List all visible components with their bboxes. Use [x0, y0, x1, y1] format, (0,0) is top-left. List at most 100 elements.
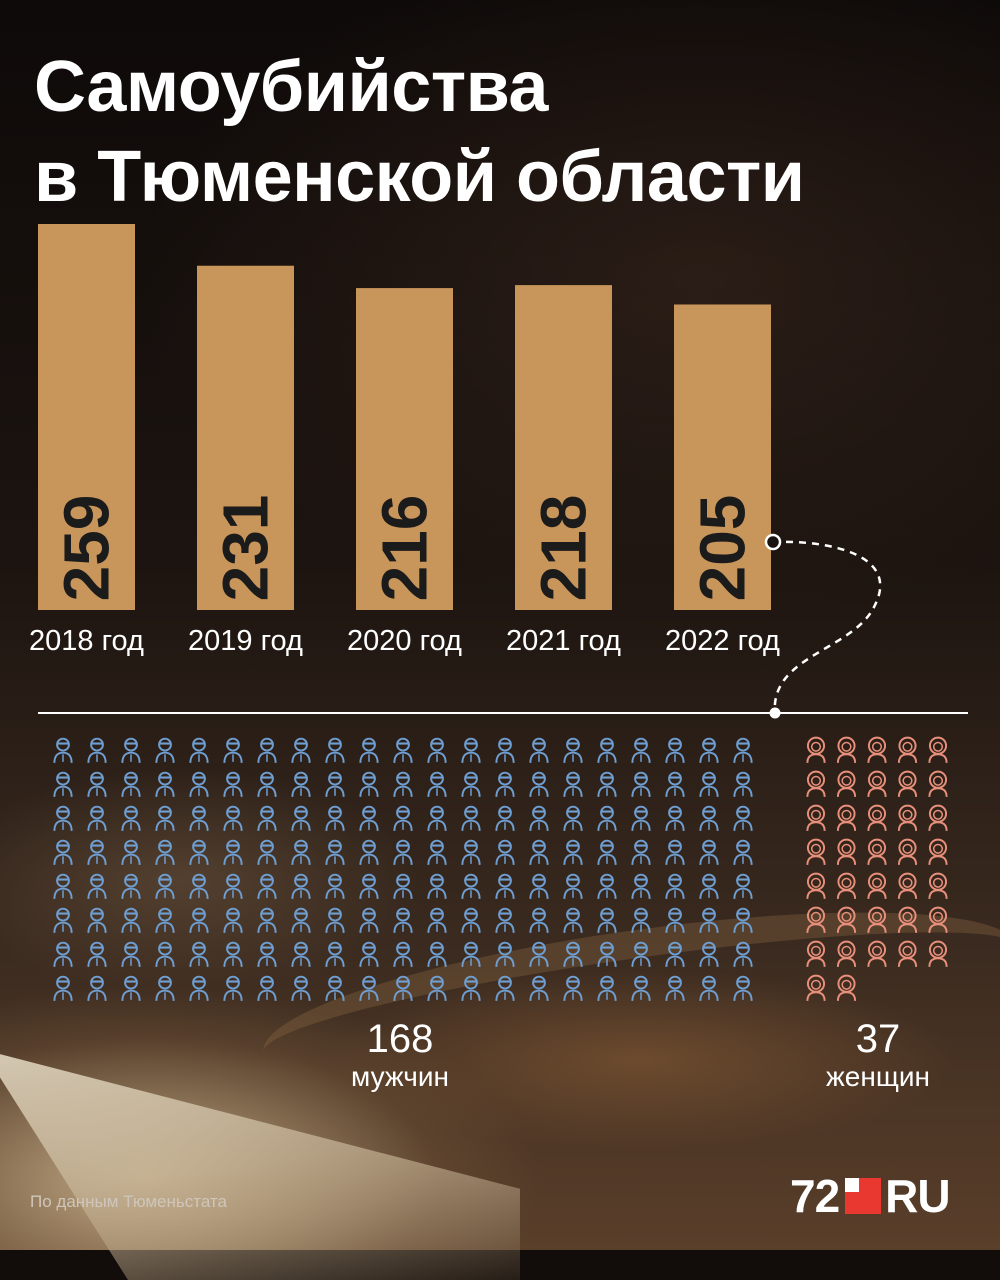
man-icon [665, 737, 685, 764]
woman-icon [836, 974, 857, 1002]
man-icon [121, 907, 141, 934]
man-icon [87, 941, 107, 968]
man-icon [359, 873, 379, 900]
man-icon [563, 941, 583, 968]
man-icon [291, 737, 311, 764]
dashed-connector [772, 540, 882, 714]
man-icon [189, 941, 209, 968]
woman-icon [897, 736, 918, 764]
x-tick-label: 2022 год [665, 625, 780, 657]
man-icon [631, 805, 651, 832]
man-icon [359, 771, 379, 798]
man-icon [291, 975, 311, 1002]
man-icon [495, 873, 515, 900]
man-icon [223, 873, 243, 900]
man-icon [733, 805, 753, 832]
man-icon [461, 975, 481, 1002]
man-icon [257, 975, 277, 1002]
bar-2022 [674, 304, 771, 610]
man-icon [223, 805, 243, 832]
background-photo [0, 0, 1000, 1250]
man-icon [699, 737, 719, 764]
men-count: 168 [367, 1017, 434, 1061]
woman-icon [806, 940, 826, 968]
man-icon [189, 873, 209, 900]
bar-value-label: 259 [51, 495, 123, 602]
x-tick-label: 2020 год [347, 625, 462, 657]
man-icon [631, 941, 651, 968]
man-icon [563, 975, 583, 1002]
man-icon [53, 873, 73, 900]
man-icon [257, 873, 277, 900]
man-icon [665, 771, 685, 798]
man-icon [257, 771, 277, 798]
man-icon [427, 805, 447, 832]
woman-icon [806, 906, 826, 934]
man-icon [87, 771, 107, 798]
man-icon [733, 839, 753, 866]
man-icon [291, 907, 311, 934]
woman-icon [806, 736, 826, 764]
woman-icon [928, 906, 948, 934]
bar-value-label: 216 [369, 495, 441, 602]
man-icon [121, 839, 141, 866]
man-icon [325, 771, 345, 798]
man-icon [155, 941, 175, 968]
woman-icon [806, 872, 826, 900]
man-icon [733, 771, 753, 798]
man-icon [223, 941, 243, 968]
man-icon [325, 907, 345, 934]
man-icon [461, 771, 481, 798]
man-icon [359, 907, 379, 934]
woman-icon [867, 770, 887, 798]
man-icon [291, 941, 311, 968]
man-icon [121, 737, 141, 764]
man-icon [393, 975, 413, 1002]
man-icon [495, 839, 515, 866]
man-icon [665, 805, 685, 832]
man-icon [733, 975, 753, 1002]
man-icon [223, 839, 243, 866]
man-icon [325, 975, 345, 1002]
bar-2021 [515, 285, 612, 610]
man-icon [495, 805, 515, 832]
woman-icon [836, 872, 857, 900]
title-line-2: в Тюменской области [34, 137, 805, 217]
woman-icon [867, 906, 887, 934]
man-icon [563, 805, 583, 832]
connector-end-dot [769, 707, 781, 719]
man-icon [359, 737, 379, 764]
woman-icon [867, 804, 887, 832]
man-icon [495, 941, 515, 968]
man-icon [665, 873, 685, 900]
woman-icon [928, 736, 948, 764]
woman-icon [928, 804, 948, 832]
man-icon [495, 907, 515, 934]
man-icon [563, 737, 583, 764]
bar-2018 [38, 224, 135, 610]
man-icon [597, 771, 617, 798]
man-icon [257, 907, 277, 934]
man-icon [291, 771, 311, 798]
logo-ru: RU [885, 1170, 950, 1222]
man-icon [257, 737, 277, 764]
man-icon [699, 873, 719, 900]
man-icon [563, 771, 583, 798]
man-icon [87, 805, 107, 832]
bar-value-label: 231 [210, 495, 282, 602]
man-icon [325, 941, 345, 968]
man-icon [223, 907, 243, 934]
man-icon [461, 737, 481, 764]
logo-72ru[interactable]: 72 RU [790, 1170, 951, 1222]
woman-icon [897, 940, 918, 968]
man-icon [665, 839, 685, 866]
woman-icon [836, 736, 857, 764]
man-icon [223, 737, 243, 764]
man-icon [393, 771, 413, 798]
man-icon [733, 941, 753, 968]
man-icon [87, 839, 107, 866]
man-icon [359, 805, 379, 832]
man-icon [529, 941, 549, 968]
man-icon [189, 771, 209, 798]
woman-icon [836, 770, 857, 798]
